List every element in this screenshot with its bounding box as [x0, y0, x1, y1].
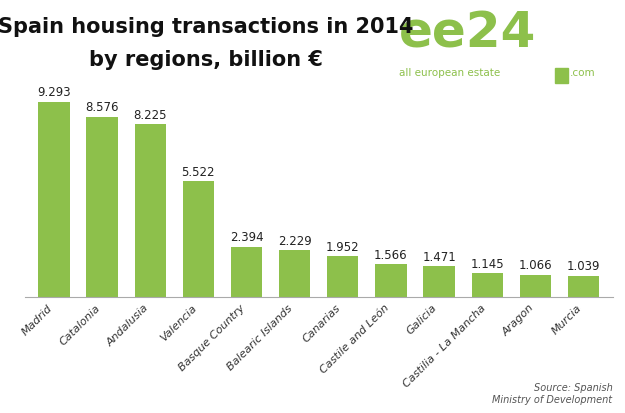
Bar: [327, 256, 359, 297]
Text: 1.145: 1.145: [471, 258, 504, 271]
Text: 8.225: 8.225: [134, 109, 167, 122]
Bar: [555, 68, 568, 83]
Text: 1.039: 1.039: [567, 260, 601, 273]
Text: .com: .com: [570, 68, 596, 78]
Text: 2.394: 2.394: [230, 231, 263, 244]
Bar: [231, 247, 262, 297]
Text: Source: Spanish
Ministry of Development: Source: Spanish Ministry of Development: [492, 383, 612, 405]
Text: 1.952: 1.952: [326, 241, 359, 254]
Text: all european estate: all european estate: [399, 68, 500, 78]
Bar: [376, 264, 407, 297]
Text: 1.066: 1.066: [519, 259, 552, 273]
Bar: [424, 266, 455, 297]
Text: ee24: ee24: [399, 10, 536, 58]
Text: Spain housing transactions in 2014: Spain housing transactions in 2014: [0, 17, 414, 36]
Text: 2.229: 2.229: [278, 235, 311, 248]
Bar: [182, 181, 214, 297]
Bar: [86, 117, 118, 297]
Bar: [38, 102, 69, 297]
Text: 1.471: 1.471: [422, 251, 456, 264]
Bar: [279, 250, 311, 297]
Bar: [568, 275, 599, 297]
Text: by regions, billion €: by regions, billion €: [89, 50, 323, 69]
Text: 1.566: 1.566: [374, 249, 408, 262]
Text: 9.293: 9.293: [37, 86, 71, 100]
Bar: [520, 275, 551, 297]
Text: 8.576: 8.576: [85, 102, 119, 114]
Bar: [134, 124, 166, 297]
Bar: [472, 273, 503, 297]
Text: 5.522: 5.522: [182, 166, 215, 179]
